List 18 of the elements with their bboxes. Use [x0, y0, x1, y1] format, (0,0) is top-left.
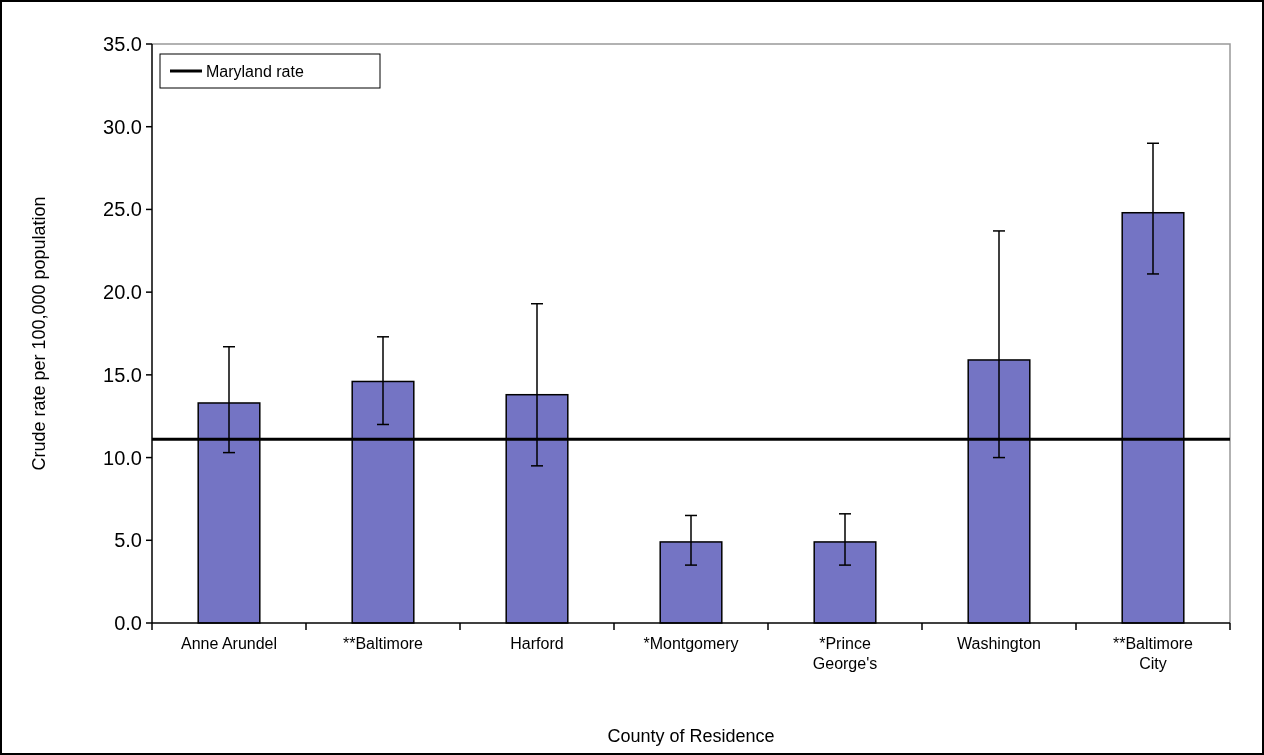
legend-label: Maryland rate [206, 62, 304, 80]
x-tick-label: *Prince George's [812, 635, 878, 672]
y-tick-label: 0.0 [114, 612, 142, 634]
x-tick-label: **Baltimore [342, 635, 424, 652]
y-tick-label: 25.0 [103, 198, 142, 221]
y-tick-label: 20.0 [103, 281, 142, 304]
x-tick-label: *Montgomery [643, 635, 739, 652]
x-tick-label: **Baltimore City [1112, 635, 1194, 672]
y-axis-title: Crude rate per 100,000 population [29, 196, 49, 471]
x-tick-label: Harford [510, 635, 564, 652]
y-tick-label: 30.0 [103, 115, 142, 138]
x-tick-label: Washington [957, 635, 1041, 652]
y-tick-label: 15.0 [103, 363, 142, 386]
y-tick-label: 10.0 [103, 446, 142, 469]
y-tick-label: 5.0 [114, 529, 142, 552]
x-axis-title: County of Residence [607, 726, 775, 746]
x-tick-label: Anne Arundel [180, 635, 278, 652]
y-tick-label: 35.0 [103, 33, 142, 55]
